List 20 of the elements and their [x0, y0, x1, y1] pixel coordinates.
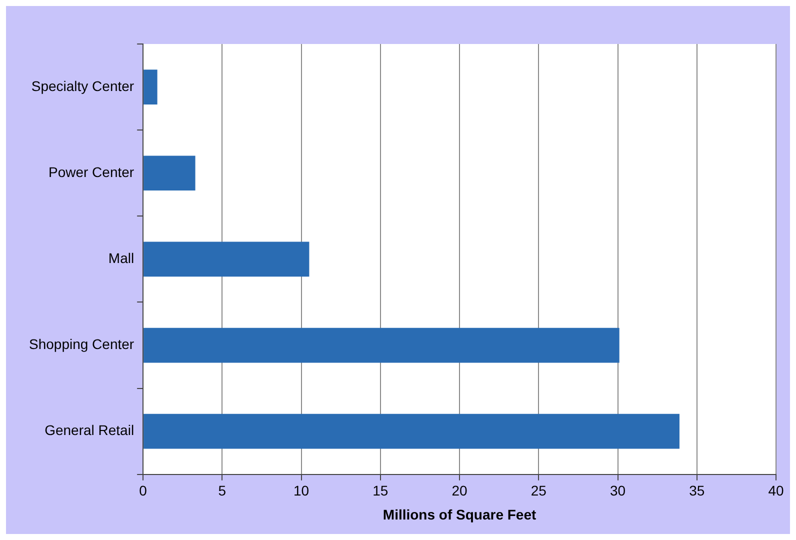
y-tick-label: General Retail — [44, 422, 134, 438]
x-tick-label: 25 — [530, 482, 547, 499]
bar — [144, 70, 158, 104]
bar — [144, 156, 196, 191]
bar — [144, 414, 680, 449]
x-tick-label: 5 — [218, 482, 226, 499]
x-tick-label: 20 — [452, 482, 468, 499]
y-tick-label: Power Center — [48, 164, 134, 180]
bar — [144, 242, 310, 277]
x-tick-label: 40 — [768, 482, 784, 499]
x-tick-label: 30 — [610, 482, 626, 499]
x-axis-title: Millions of Square Feet — [382, 506, 536, 522]
x-tick-label: 15 — [372, 482, 388, 499]
x-tick-label: 35 — [689, 482, 705, 499]
y-tick-label: Shopping Center — [28, 336, 134, 352]
bar — [144, 328, 620, 363]
x-tick-label: 0 — [139, 482, 148, 499]
y-tick-label: Mall — [108, 250, 134, 266]
x-tick-label: 10 — [294, 482, 310, 499]
y-tick-label: Specialty Center — [31, 78, 134, 94]
